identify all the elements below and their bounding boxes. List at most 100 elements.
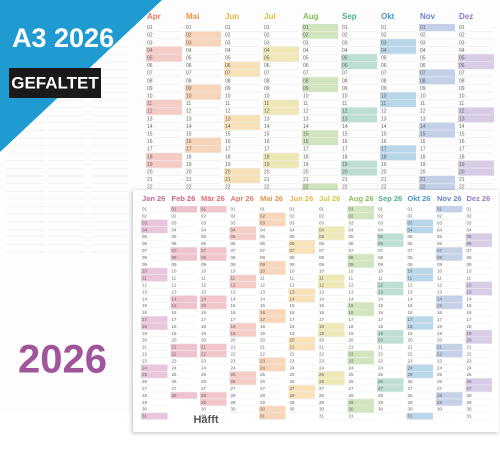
weekend-cell — [263, 160, 299, 168]
day-number: 26 — [319, 379, 325, 384]
day-number: 11 — [437, 276, 442, 281]
day-number: 19 — [264, 162, 270, 168]
weekend-cell — [229, 330, 256, 337]
weekend-cell — [419, 183, 455, 191]
day-number: 12 — [260, 283, 266, 288]
day-number: 13 — [260, 289, 266, 294]
day-number: 08 — [381, 78, 387, 84]
weekend-cell — [377, 288, 404, 296]
day-number: 11 — [378, 276, 383, 281]
month-header: Sep — [342, 12, 357, 21]
day-number: 07 — [408, 248, 414, 253]
day-number: 14 — [437, 296, 443, 301]
weekend-cell — [341, 107, 377, 115]
day-number: 20 — [349, 338, 355, 343]
day-number: 29 — [231, 400, 237, 405]
weekend-cell — [436, 206, 463, 213]
day-number: 15 — [408, 303, 414, 308]
day-number: 20 — [142, 338, 148, 343]
day-number: 22 — [260, 352, 266, 357]
day-number: 21 — [231, 345, 237, 350]
weekend-cell — [259, 357, 286, 365]
weekend-cell — [146, 100, 182, 107]
day-number: 27 — [231, 386, 237, 391]
day-number: 16 — [459, 139, 465, 145]
day-number: 02 — [201, 214, 207, 219]
weekend-cell — [229, 323, 256, 330]
day-number: 03 — [467, 220, 473, 225]
day-number: 01 — [290, 207, 296, 212]
day-number: 23 — [408, 358, 414, 363]
day-number: 09 — [420, 86, 426, 92]
day-number: 02 — [172, 214, 178, 219]
day-number: 29 — [142, 400, 148, 405]
day-number: 19 — [201, 331, 207, 336]
weekend-cell — [380, 46, 416, 54]
day-number: 01 — [225, 25, 231, 31]
day-number: 11 — [408, 276, 413, 281]
day-number: 10 — [420, 94, 426, 100]
weekend-cell — [458, 54, 494, 62]
day-number: 21 — [225, 177, 231, 183]
day-number: 24 — [349, 365, 355, 370]
day-number: 08 — [172, 255, 178, 260]
weekend-cell — [436, 295, 463, 302]
month-header: Aug — [303, 12, 319, 21]
day-number: 22 — [467, 352, 473, 357]
weekend-cell — [170, 302, 197, 309]
month-header: Apr — [147, 12, 161, 21]
day-number: 13 — [142, 289, 148, 294]
day-number: 04 — [264, 48, 270, 54]
day-number: 19 — [260, 331, 266, 336]
day-number: 22 — [264, 185, 270, 191]
day-number: 04 — [172, 227, 178, 232]
day-number: 28 — [260, 393, 266, 398]
day-number: 25 — [437, 372, 443, 377]
day-number: 14 — [264, 124, 270, 130]
day-number: 06 — [420, 63, 426, 69]
day-number: 16 — [437, 310, 443, 315]
day-number: 07 — [290, 248, 296, 253]
day-number: 08 — [319, 255, 325, 260]
day-number: 06 — [147, 63, 153, 69]
day-number: 29 — [467, 400, 473, 405]
day-number: 26 — [349, 379, 355, 384]
month-header: Jun 26 — [290, 194, 314, 203]
day-number: 18 — [147, 154, 153, 160]
day-number: 17 — [437, 317, 443, 322]
day-number: 03 — [342, 40, 348, 46]
day-number: 09 — [201, 262, 207, 267]
day-number: 03 — [319, 220, 325, 225]
weekend-cell — [465, 233, 492, 240]
front-poster — [133, 190, 499, 432]
day-number: 13 — [303, 116, 309, 122]
day-number: 06 — [349, 241, 355, 246]
weekend-cell — [141, 364, 168, 371]
day-number: 28 — [378, 393, 384, 398]
weekend-cell — [302, 183, 338, 191]
day-number: 01 — [186, 25, 192, 31]
day-number: 13 — [349, 289, 355, 294]
weekend-cell — [318, 226, 345, 233]
day-number: 21 — [260, 345, 266, 350]
day-number: 12 — [142, 283, 148, 288]
day-number: 25 — [408, 372, 414, 377]
weekend-cell — [436, 399, 463, 406]
month-header: Jul — [264, 12, 276, 21]
day-number: 04 — [201, 227, 207, 232]
day-number: 14 — [381, 124, 387, 130]
year-print: 2026 — [18, 338, 107, 382]
weekend-cell — [146, 54, 182, 62]
day-number: 08 — [290, 255, 296, 260]
day-number: 21 — [290, 345, 296, 350]
day-number: 30 — [201, 407, 207, 412]
day-number: 02 — [147, 33, 153, 39]
day-number: 31 — [260, 414, 266, 419]
day-number: 13 — [342, 116, 348, 122]
day-number: 28 — [201, 393, 207, 398]
day-number: 03 — [264, 40, 270, 46]
day-number: 27 — [467, 386, 473, 391]
day-number: 22 — [437, 352, 443, 357]
day-number: 05 — [201, 234, 207, 239]
day-number: 10 — [381, 94, 387, 100]
